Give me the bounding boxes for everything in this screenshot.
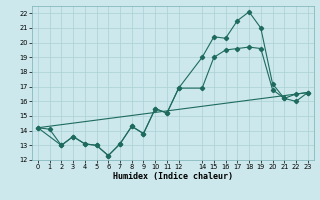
X-axis label: Humidex (Indice chaleur): Humidex (Indice chaleur) — [113, 172, 233, 181]
